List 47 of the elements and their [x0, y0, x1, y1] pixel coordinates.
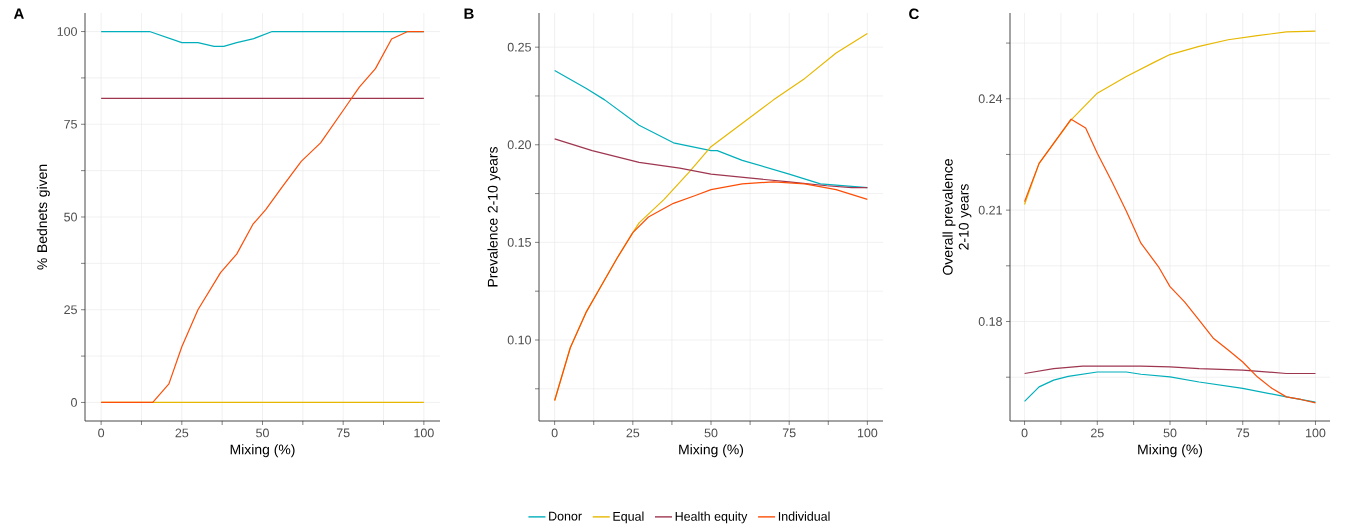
y-tick-label: 0.24 [978, 94, 1003, 104]
y-tick-label: 0 [71, 398, 77, 407]
x-tick-label: 100 [857, 428, 878, 438]
x-tick-label: 0 [551, 428, 558, 438]
y-axis-title: % Bednets given [36, 164, 50, 270]
x-tick-label: 25 [1090, 428, 1104, 438]
y-tick-label: 50 [64, 212, 77, 222]
legend-label: Individual [778, 511, 830, 521]
x-tick-label: 75 [782, 428, 796, 438]
x-tick-label: 0 [1021, 428, 1028, 438]
x-tick-label: 0 [98, 428, 105, 438]
legend-label: Donor [549, 511, 582, 521]
line-series [1023, 365, 1317, 375]
y-tick-label: 0.18 [978, 317, 1002, 326]
x-tick-label: 50 [256, 428, 269, 438]
line-series [554, 138, 868, 189]
chart-title: C [909, 8, 919, 20]
line-series [1023, 118, 1317, 404]
line-series [100, 30, 425, 404]
x-tick-label: 100 [1306, 428, 1326, 438]
x-tick-label: 50 [1163, 428, 1177, 438]
x-tick-label: 100 [414, 428, 434, 438]
y-tick-label: 0.20 [507, 140, 531, 150]
y-axis-title: Prevalence 2-10 years [487, 146, 501, 287]
x-axis-title: Mixing (%) [679, 444, 744, 458]
y-tick-label: 0.21 [978, 205, 1002, 215]
y-tick-label: 25 [64, 305, 77, 315]
x-tick-label: 75 [336, 428, 350, 438]
chart-title: A [13, 8, 24, 19]
y-tick-label: 75 [64, 119, 77, 129]
y-tick-label: 0.25 [507, 42, 531, 52]
line-series [1023, 371, 1317, 403]
legend-label: Health equity [675, 511, 748, 524]
line-series [554, 181, 868, 402]
y-tick-label: 100 [57, 27, 77, 36]
x-axis-title: Mixing (%) [1138, 444, 1203, 458]
x-tick-label: 75 [1236, 428, 1250, 438]
x-axis-title: Mixing (%) [230, 444, 295, 458]
chart-title: B [464, 8, 474, 19]
x-tick-label: 50 [704, 428, 718, 438]
y-tick-label: 0.10 [507, 335, 531, 345]
y-axis-title: Overall prevalence 2-10 years [942, 159, 972, 275]
y-tick-label: 0.15 [507, 237, 531, 247]
x-tick-label: 25 [626, 428, 640, 438]
legend-label: Equal [613, 511, 644, 524]
x-tick-label: 25 [175, 428, 189, 438]
line-series [1023, 30, 1317, 206]
